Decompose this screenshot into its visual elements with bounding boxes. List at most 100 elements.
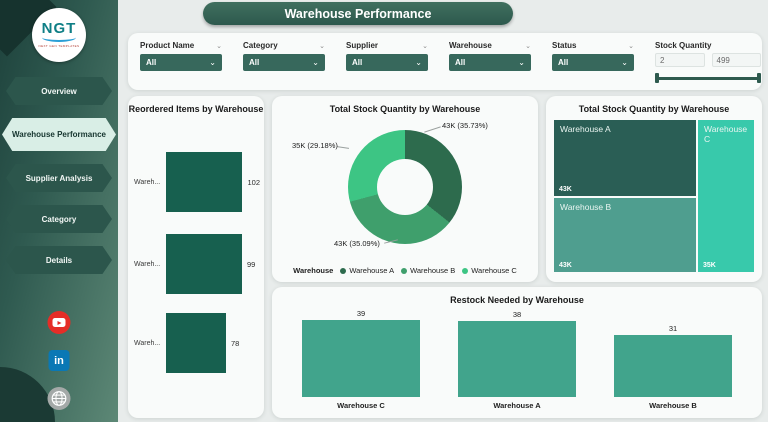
tile-value: 43K: [559, 186, 572, 193]
slider-track: [656, 76, 760, 80]
slicer-supplier: Supplier ⌄ All ⌄: [346, 41, 428, 84]
warehouse-dropdown[interactable]: All ⌄: [449, 54, 531, 71]
tile-value: 35K: [703, 262, 716, 269]
legend-title: Warehouse: [293, 266, 334, 275]
chart-title: Total Stock Quantity by Warehouse: [578, 104, 730, 114]
donut-legend: Warehouse Warehouse A Warehouse B Wareho…: [272, 266, 538, 275]
column-category-label: Warehouse C: [337, 401, 385, 410]
tile-value: 43K: [559, 262, 572, 269]
ngt-logo: NGT NEXT GEN TEMPLATES: [32, 8, 86, 62]
slider-handle-max[interactable]: [757, 73, 761, 83]
dropdown-value: All: [249, 58, 260, 67]
filter-bar: Product Name ⌄ All ⌄ Category ⌄ All ⌄ Su…: [128, 33, 762, 90]
column-warehouse-c[interactable]: [302, 320, 420, 397]
tile-name: Warehouse C: [704, 124, 748, 144]
legend-dot-icon: [462, 267, 469, 274]
youtube-play-shape: [52, 318, 66, 327]
column-warehouse-a[interactable]: [458, 321, 576, 397]
stock-quantity-label: Stock Quantity: [655, 41, 712, 50]
bar-value: 99: [247, 259, 256, 269]
callout-line: [424, 126, 441, 133]
website-globe-icon[interactable]: [47, 387, 71, 410]
slice-label-warehouse-a: 43K (35.73%): [442, 121, 488, 130]
bar-category-label: Wareh...: [134, 178, 161, 186]
restock-column-chart: Restock Needed by Warehouse 39 Warehouse…: [272, 287, 762, 418]
sidebar: NGT NEXT GEN TEMPLATES Overview Warehous…: [0, 0, 118, 422]
treemap-tile-warehouse-c[interactable]: Warehouse C 35K: [698, 120, 754, 272]
chevron-down-icon: ⌄: [312, 58, 319, 67]
logo-tagline: NEXT GEN TEMPLATES: [38, 43, 80, 48]
slicer-warehouse: Warehouse ⌄ All ⌄: [449, 41, 531, 84]
column-warehouse-b[interactable]: [614, 335, 732, 397]
column-value: 31: [668, 324, 678, 333]
dropdown-value: All: [146, 58, 157, 67]
legend-item-warehouse-a[interactable]: Warehouse A: [340, 266, 394, 275]
bar-row: Wareh... 102: [134, 152, 260, 212]
sidebar-item-details[interactable]: Details: [6, 246, 112, 274]
bar-row: Wareh... 78: [134, 313, 260, 373]
bar-warehouse-3[interactable]: [166, 313, 226, 373]
bar-value: 78: [231, 338, 240, 348]
tile-name: Warehouse A: [560, 124, 611, 134]
legend-label: Warehouse A: [349, 266, 395, 275]
column-category-label: Warehouse A: [493, 401, 541, 410]
tile-name: Warehouse B: [560, 202, 612, 212]
slice-label-warehouse-c: 35K (29.18%): [292, 141, 338, 150]
dropdown-value: All: [558, 58, 569, 67]
status-dropdown[interactable]: All ⌄: [552, 54, 634, 71]
sidebar-item-overview[interactable]: Overview: [6, 77, 112, 105]
slicer-label: Status: [552, 41, 577, 50]
slider-handle-min[interactable]: [655, 73, 659, 83]
dropdown-value: All: [455, 58, 466, 67]
donut-ring[interactable]: [348, 130, 462, 244]
treemap: Warehouse A 43K Warehouse B 43K Warehous…: [554, 120, 754, 272]
sidebar-item-category[interactable]: Category: [6, 205, 112, 233]
column-group: 31 Warehouse B: [614, 309, 732, 410]
chevron-down-icon[interactable]: ⌄: [216, 42, 222, 50]
chevron-down-icon: ⌄: [518, 58, 525, 67]
stock-quantity-slicer: Stock Quantity 2 499: [655, 41, 761, 84]
chevron-down-icon[interactable]: ⌄: [628, 42, 634, 50]
page-title: Warehouse Performance: [203, 2, 513, 25]
bar-warehouse-1[interactable]: [166, 152, 243, 212]
supplier-dropdown[interactable]: All ⌄: [346, 54, 428, 71]
bar-value: 102: [247, 177, 260, 187]
category-dropdown[interactable]: All ⌄: [243, 54, 325, 71]
linkedin-icon[interactable]: in: [48, 350, 70, 371]
slicer-label: Product Name: [140, 41, 195, 50]
stock-max-input[interactable]: 499: [711, 53, 761, 67]
chevron-down-icon: ⌄: [209, 58, 216, 67]
treemap-left-column: Warehouse A 43K Warehouse B 43K: [554, 120, 696, 272]
social-links: in: [47, 311, 71, 410]
chevron-down-icon[interactable]: ⌄: [319, 42, 325, 50]
stock-range-slider[interactable]: [655, 73, 761, 83]
legend-label: Warehouse C: [471, 266, 517, 275]
logo-text: NGT: [41, 20, 77, 38]
column-plot-area: 39 Warehouse C 38 Warehouse A 31 Warehou…: [302, 309, 732, 410]
chart-title: Restock Needed by Warehouse: [450, 295, 584, 305]
treemap-tile-warehouse-b[interactable]: Warehouse B 43K: [554, 198, 696, 272]
slicer-status: Status ⌄ All ⌄: [552, 41, 634, 84]
chevron-down-icon: ⌄: [621, 58, 628, 67]
stock-min-input[interactable]: 2: [655, 53, 705, 67]
legend-dot-icon: [340, 267, 347, 274]
slicer-label: Category: [243, 41, 278, 50]
chevron-down-icon[interactable]: ⌄: [422, 42, 428, 50]
column-value: 39: [356, 309, 366, 318]
column-value: 38: [512, 310, 522, 319]
bar-row: Wareh... 99: [134, 234, 260, 294]
chevron-down-icon[interactable]: ⌄: [525, 42, 531, 50]
legend-item-warehouse-c[interactable]: Warehouse C: [462, 266, 517, 275]
chart-title: Total Stock Quantity by Warehouse: [329, 104, 481, 114]
reordered-items-chart: Reordered Items by Warehouse Wareh... 10…: [128, 96, 264, 418]
legend-item-warehouse-b[interactable]: Warehouse B: [401, 266, 455, 275]
sidebar-item-supplier-analysis[interactable]: Supplier Analysis: [6, 164, 112, 192]
stock-donut-chart: Total Stock Quantity by Warehouse 43K (3…: [272, 96, 538, 282]
sidebar-item-warehouse-performance[interactable]: Warehouse Performance: [2, 118, 116, 151]
slicer-label: Warehouse: [449, 41, 492, 50]
bar-warehouse-2[interactable]: [166, 234, 242, 294]
product-name-dropdown[interactable]: All ⌄: [140, 54, 222, 71]
column-group: 38 Warehouse A: [458, 309, 576, 410]
treemap-tile-warehouse-a[interactable]: Warehouse A 43K: [554, 120, 696, 196]
youtube-icon[interactable]: [47, 311, 71, 334]
